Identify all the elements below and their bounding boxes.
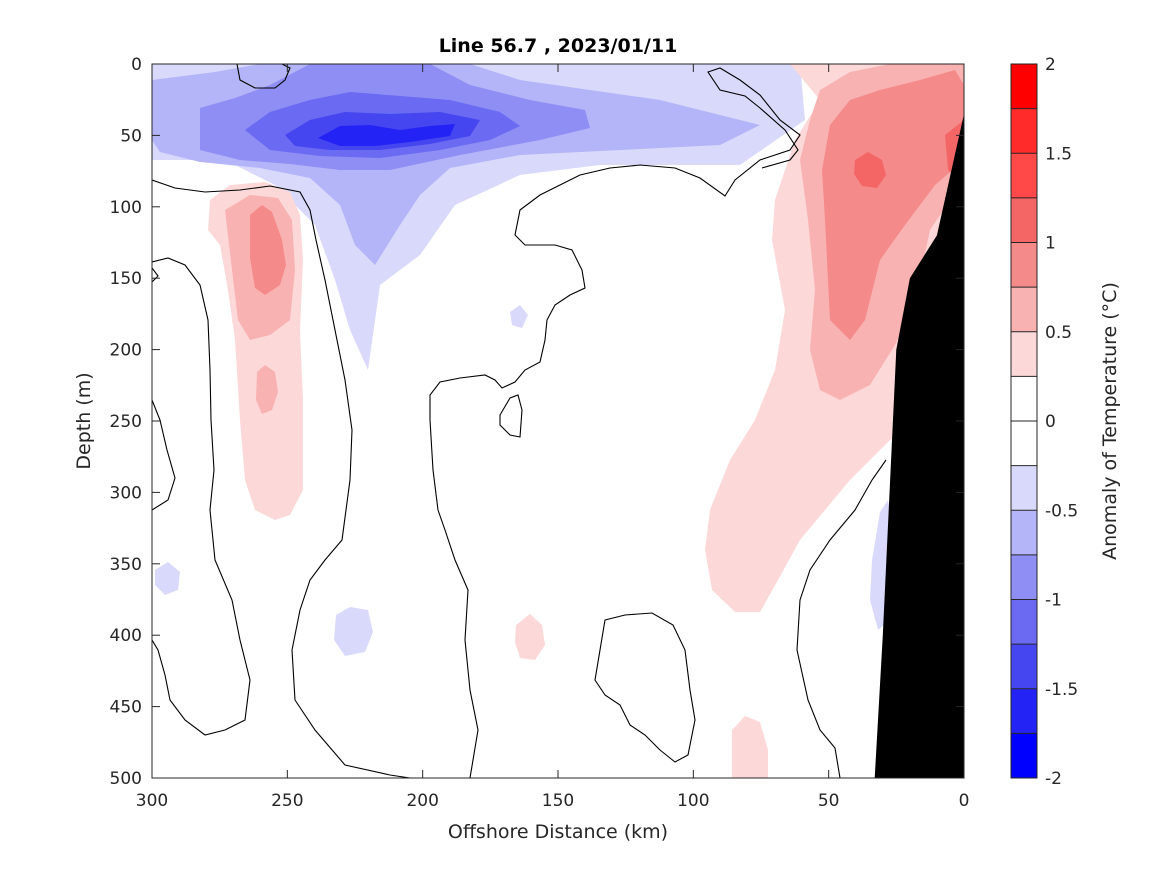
- colorbar-swatch: [1011, 153, 1037, 198]
- zero-contour-line-8: [594, 612, 696, 763]
- colorbar-frame: [1010, 63, 1038, 779]
- zero-contour-line-3: [152, 399, 176, 511]
- chart-title: Line 56.7 , 2023/01/11: [439, 35, 678, 57]
- cold-contour-level-6: [318, 124, 455, 146]
- colorbar-tick-label: 1.5: [1045, 144, 1072, 164]
- cold-patch-b: [334, 607, 373, 656]
- colorbar-swatch: [1011, 510, 1037, 555]
- y-axis: 0 50 100 150 200 250 300 350 400 450 500: [110, 55, 964, 789]
- zero-contour-line-5: [152, 267, 159, 283]
- zero-contour-lines: [152, 64, 887, 778]
- contour-fills: [152, 64, 964, 778]
- x-tick-label: 50: [818, 791, 840, 811]
- zero-contour-line-10: [796, 459, 887, 778]
- zero-contour-line-7: [499, 394, 523, 438]
- colorbar-tick-label: -2: [1045, 769, 1062, 789]
- cold-patch-c: [510, 305, 528, 328]
- colorbar-swatch: [1011, 376, 1037, 421]
- y-tick-label: 450: [110, 698, 142, 718]
- colorbar-swatch: [1011, 287, 1037, 332]
- colorbar-swatch: [1011, 599, 1037, 645]
- colorbar-tick-label: 0: [1045, 412, 1056, 432]
- warm-contour-nearshore-level-3: [822, 70, 964, 340]
- warm-contour-offshore-blob: [256, 365, 278, 414]
- colorbar-swatch: [1011, 688, 1037, 734]
- colorbar-tick-label: -0.5: [1045, 501, 1078, 521]
- y-tick-label: 350: [110, 555, 142, 575]
- y-tick-label: 50: [120, 126, 142, 146]
- colorbar-swatch: [1011, 197, 1037, 243]
- plot-area: [151, 63, 965, 779]
- zero-contour-line-4: [152, 639, 226, 736]
- y-tick-label: 300: [110, 483, 142, 503]
- x-tick-label: 100: [677, 791, 709, 811]
- colorbar-swatch: [1011, 108, 1037, 154]
- warm-patch-b: [732, 716, 768, 778]
- y-axis-label: Depth (m): [73, 372, 95, 469]
- x-tick-label: 200: [406, 791, 438, 811]
- colorbar-swatch: [1011, 64, 1037, 109]
- y-tick-label: 200: [110, 341, 142, 361]
- colorbar-swatch: [1011, 644, 1037, 689]
- x-tick-label: 150: [542, 791, 574, 811]
- x-axis-label: Offshore Distance (km): [448, 821, 668, 843]
- colorbar-swatch: [1011, 242, 1037, 288]
- warm-contour-nearshore-level-4: [854, 152, 886, 188]
- zero-contour-line-2: [152, 257, 251, 731]
- y-tick-label: 500: [110, 769, 142, 789]
- zero-contour-line-1: [152, 179, 411, 778]
- warm-contour-offshore-level-3: [250, 205, 286, 295]
- x-tick-label: 250: [271, 791, 303, 811]
- colorbar-tick-label: -1.5: [1045, 680, 1078, 700]
- zero-contour-line-6: [429, 67, 801, 778]
- x-axis: 300 250 200 150 100 50 0: [136, 64, 970, 811]
- x-tick-label: 0: [959, 791, 970, 811]
- y-tick-label: 150: [110, 269, 142, 289]
- colorbar-swatch: [1011, 331, 1037, 377]
- y-tick-label: 250: [110, 412, 142, 432]
- colorbar-swatch: [1011, 421, 1037, 466]
- colorbar-swatch: [1011, 465, 1037, 511]
- cold-patch-a: [155, 562, 180, 595]
- colorbar-tick-label: -1: [1045, 591, 1062, 611]
- colorbar-tick-label: 0.5: [1045, 323, 1072, 343]
- x-tick-label: 300: [136, 791, 168, 811]
- warm-patch-a: [515, 614, 545, 660]
- colorbar-swatch: [1011, 733, 1037, 778]
- land-mask: [874, 114, 964, 778]
- y-tick-label: 100: [110, 198, 142, 218]
- y-tick-label: 400: [110, 626, 142, 646]
- colorbar-tick-label: 1: [1045, 234, 1056, 254]
- y-tick-label: 0: [131, 55, 142, 75]
- colorbar-tick-label: 2: [1045, 55, 1056, 75]
- colorbar-swatch: [1011, 554, 1037, 600]
- colorbar: 2 1.5 1 0.5 0 -0.5 -1 -1.5 -2: [1010, 55, 1078, 789]
- zero-contour-line-9: [236, 64, 291, 89]
- colorbar-label: Anomaly of Temperature (°C): [1099, 282, 1121, 560]
